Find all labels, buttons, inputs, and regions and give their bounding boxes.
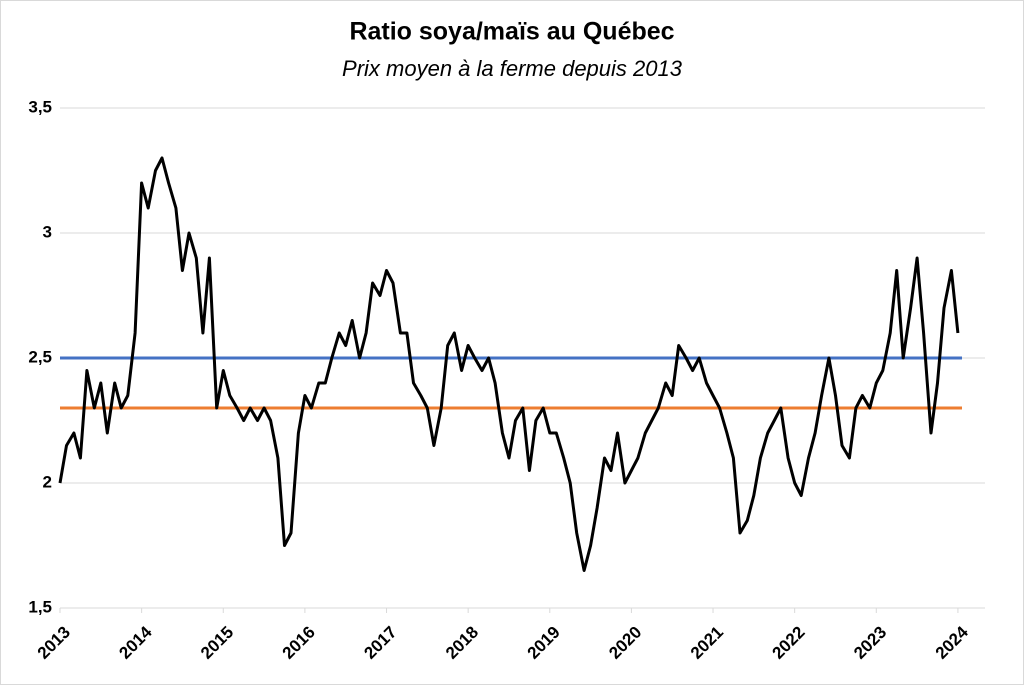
chart-subtitle: Prix moyen à la ferme depuis 2013 — [342, 56, 683, 81]
chart-title: Ratio soya/maïs au Québec — [349, 18, 674, 46]
y-tick-label: 1,5 — [28, 597, 52, 616]
y-tick-label: 3 — [43, 222, 52, 241]
y-tick-label: 3,5 — [28, 97, 52, 116]
series-line — [58, 156, 960, 572]
y-tick-label: 2 — [43, 472, 52, 491]
y-tick-label: 2,5 — [28, 347, 52, 366]
